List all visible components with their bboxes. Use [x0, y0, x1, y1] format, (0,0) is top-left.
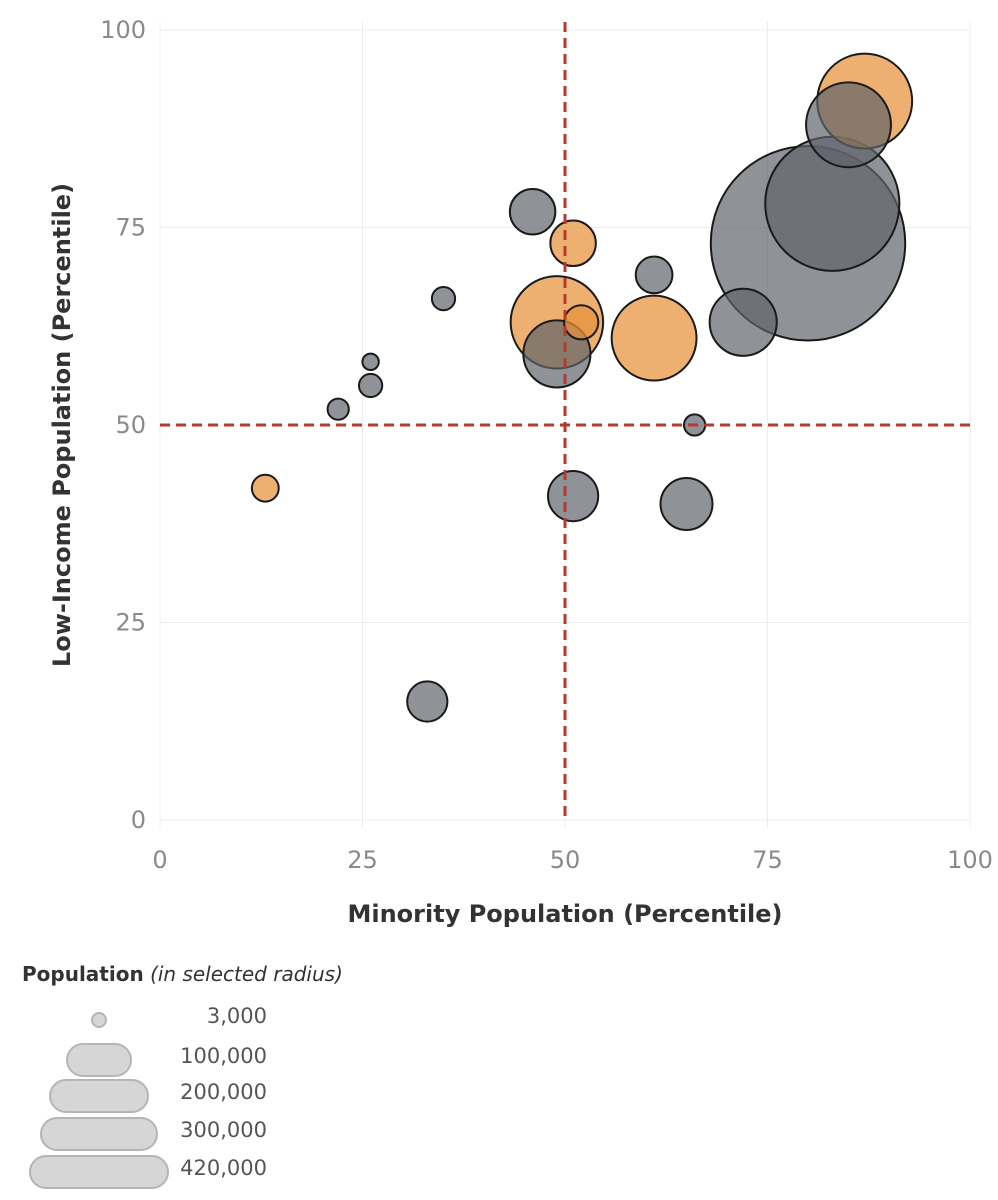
legend-title: Population (in selected radius) — [22, 962, 343, 986]
x-tick-label: 50 — [550, 846, 581, 874]
y-tick-label: 25 — [115, 609, 146, 637]
bubble-point — [549, 219, 597, 268]
legend-size-shape — [66, 1043, 132, 1077]
bubble-point — [357, 372, 384, 399]
bubble-point — [708, 287, 778, 357]
x-tick-label: 100 — [947, 846, 993, 874]
bubble-point — [805, 81, 892, 169]
x-axis-title: Minority Population (Percentile) — [347, 900, 782, 928]
y-tick-label: 50 — [115, 411, 146, 439]
bubble-point — [508, 187, 557, 236]
bubble-series — [250, 52, 914, 723]
y-tick-label: 100 — [100, 16, 146, 44]
legend-size-shape — [49, 1079, 149, 1113]
bubble-point — [610, 294, 698, 382]
x-tick-label: 25 — [347, 846, 378, 874]
bubble-point — [634, 255, 674, 295]
bubble-chart: 0 25 50 75 100 0 25 50 75 100 Minority Populatio… — [48, 16, 993, 928]
x-axis-ticks: 0 25 50 75 100 — [152, 846, 993, 874]
y-tick-label: 75 — [115, 214, 146, 242]
y-tick-label: 0 — [131, 806, 146, 834]
legend-size-shape — [29, 1155, 169, 1189]
legend-size-label: 3,000 — [206, 1004, 267, 1028]
bubble-point — [430, 285, 457, 312]
bubble-point — [361, 352, 380, 372]
legend-size-shape — [91, 1012, 107, 1028]
y-axis-ticks: 0 25 50 75 100 — [100, 16, 146, 834]
legend-size-label: 300,000 — [180, 1118, 267, 1142]
bubble-point — [326, 397, 350, 421]
legend-size-label: 200,000 — [180, 1080, 267, 1104]
x-tick-label: 0 — [152, 846, 167, 874]
bubble-point — [406, 680, 449, 723]
legend-title-main: Population — [22, 962, 144, 986]
legend-title-sub: (in selected radius) — [150, 962, 343, 986]
bubble-point — [547, 470, 600, 523]
legend-size-label: 420,000 — [180, 1156, 267, 1180]
y-axis-title: Low-Income Population (Percentile) — [48, 183, 76, 667]
legend-size-label: 100,000 — [180, 1044, 267, 1068]
bubble-point — [250, 473, 280, 503]
size-legend: Population (in selected radius) 3,000 100… — [22, 962, 442, 1192]
legend-size-shape — [40, 1117, 158, 1151]
bubble-point — [563, 304, 600, 341]
reference-lines — [160, 22, 972, 820]
bubble-point — [659, 477, 714, 531]
x-tick-label: 75 — [752, 846, 783, 874]
